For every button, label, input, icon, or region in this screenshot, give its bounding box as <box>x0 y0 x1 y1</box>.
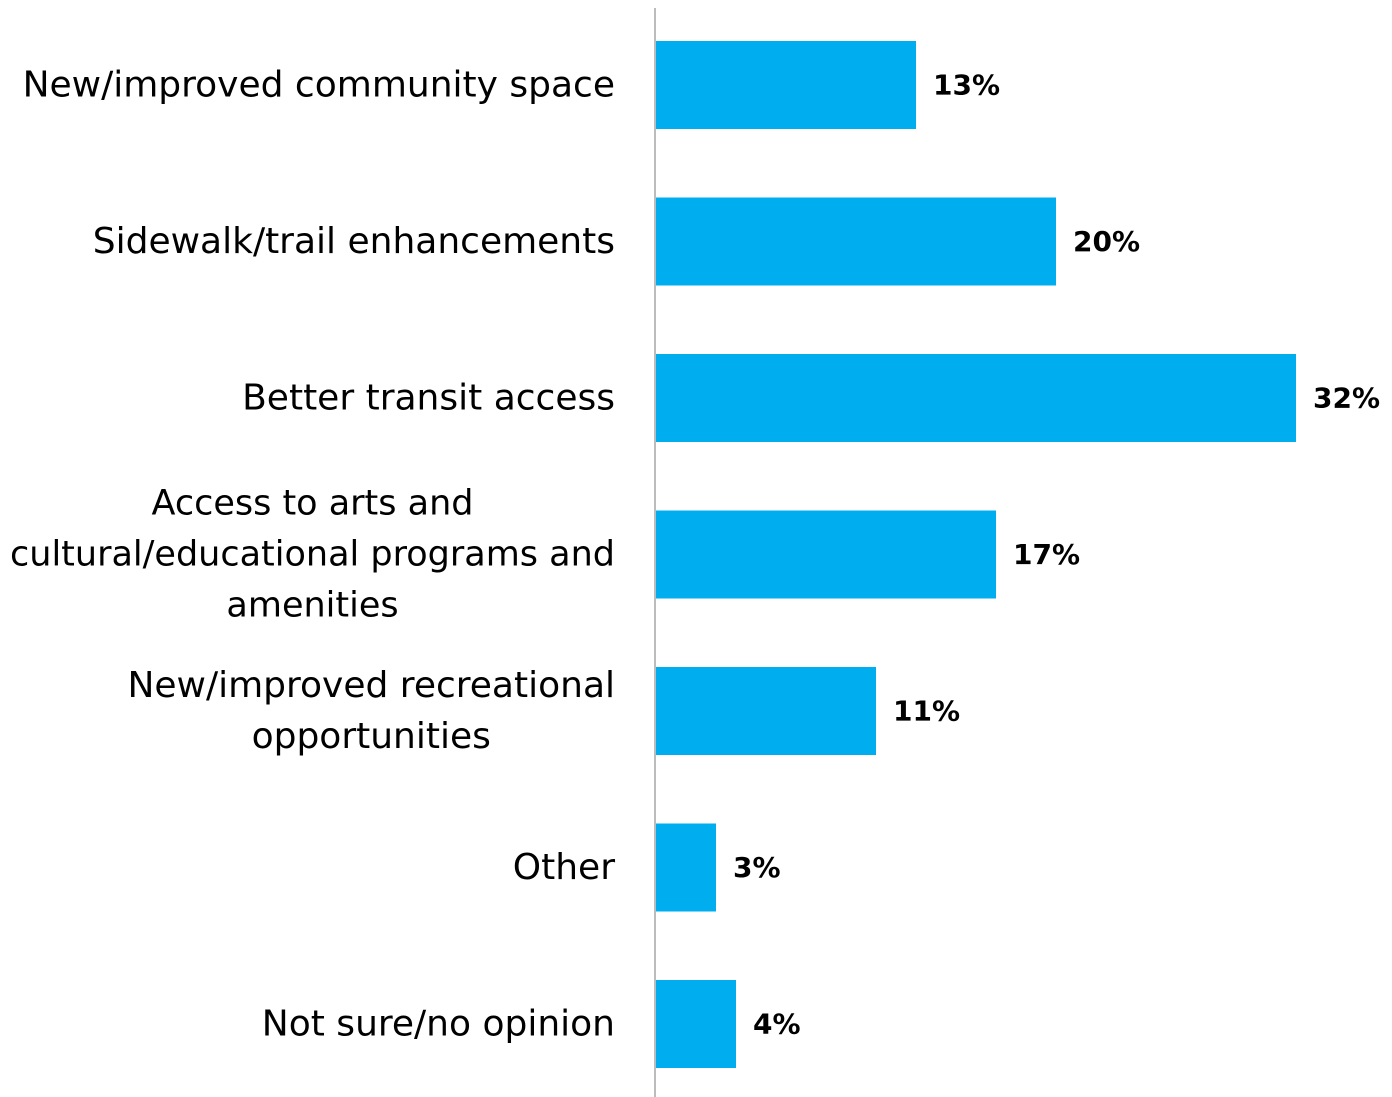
bar <box>656 980 736 1068</box>
bar <box>656 41 916 129</box>
data-label: 4% <box>753 1008 801 1041</box>
bars-group <box>656 41 1296 1068</box>
category-label-line: amenities <box>226 586 398 626</box>
data-label: 13% <box>933 69 1000 102</box>
data-label: 32% <box>1313 382 1380 415</box>
data-label: 11% <box>893 695 960 728</box>
category-label: Sidewalk/trail enhancements <box>93 221 615 262</box>
value-labels-group: 13% 20% 32% 17% 11% 3% 4% <box>733 69 1380 1041</box>
bar <box>656 667 876 755</box>
bar <box>656 354 1296 442</box>
category-label-line: Not sure/no opinion <box>262 1004 615 1045</box>
category-label-line: cultural/educational programs and <box>10 535 615 575</box>
bar <box>656 197 1056 286</box>
data-label: 20% <box>1073 225 1140 258</box>
category-label: Other <box>513 847 615 888</box>
category-label: Access to arts and cultural/educational p… <box>10 484 615 626</box>
bar <box>656 823 716 912</box>
category-label: Better transit access <box>242 378 615 419</box>
category-label-line: Better transit access <box>242 378 615 419</box>
category-label-line: Other <box>513 847 615 888</box>
category-label: New/improved community space <box>23 65 615 106</box>
category-label-line: Sidewalk/trail enhancements <box>93 221 615 262</box>
category-label-line: New/improved community space <box>23 65 615 106</box>
data-label: 3% <box>733 851 781 884</box>
category-label-line: opportunities <box>252 716 491 757</box>
bar <box>656 510 996 599</box>
category-label-line: Access to arts and <box>152 484 474 524</box>
category-label-line: New/improved recreational <box>127 665 615 706</box>
data-label: 17% <box>1013 538 1080 571</box>
category-label: Not sure/no opinion <box>262 1004 615 1045</box>
category-label: New/improved recreational opportunities <box>127 665 615 757</box>
category-labels-group: New/improved community space Sidewalk/tra… <box>10 65 615 1045</box>
